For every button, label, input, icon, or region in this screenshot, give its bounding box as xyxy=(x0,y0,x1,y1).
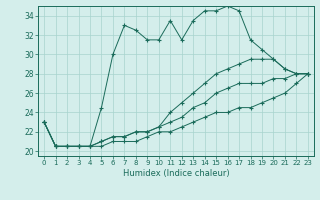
X-axis label: Humidex (Indice chaleur): Humidex (Indice chaleur) xyxy=(123,169,229,178)
